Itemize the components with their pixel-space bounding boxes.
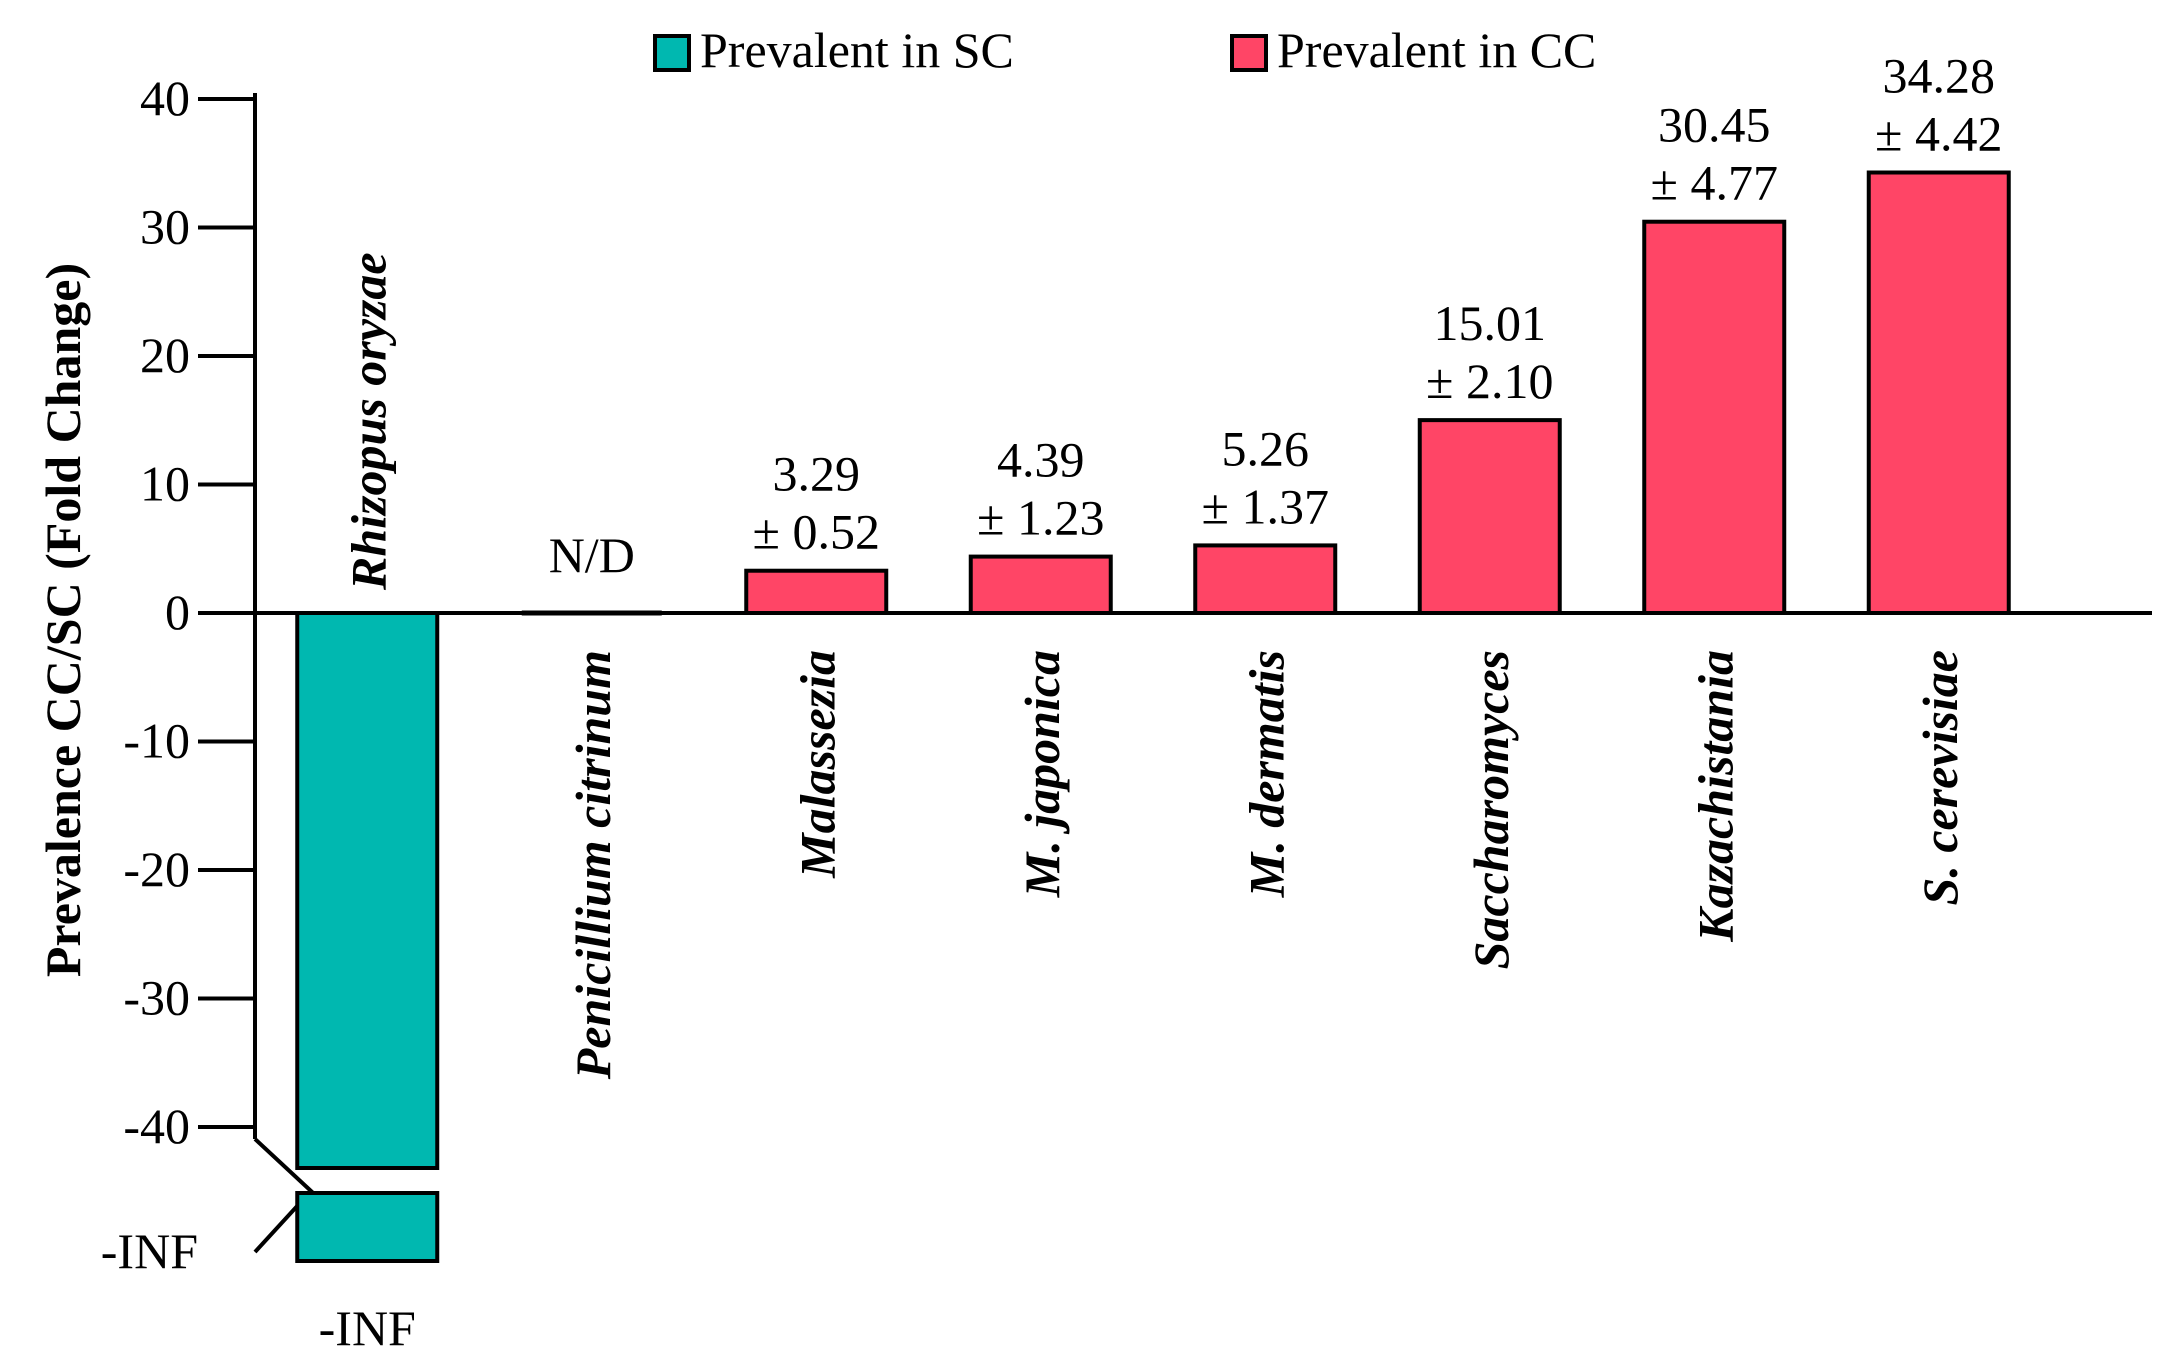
bar-error-label: ± 1.37 bbox=[1202, 478, 1329, 534]
y-tick-label: -30 bbox=[123, 970, 190, 1026]
bar-saccharomyces bbox=[1417, 418, 1562, 615]
bar-error-label: ± 4.77 bbox=[1651, 155, 1778, 211]
y-tick-label: -20 bbox=[123, 841, 190, 897]
bar-rhizopus-oryzae-lower bbox=[295, 1191, 440, 1263]
bar-error-label: ± 0.52 bbox=[753, 504, 880, 560]
bar-value-label: 30.45 bbox=[1658, 97, 1771, 153]
bar-error-label: ± 2.10 bbox=[1426, 353, 1553, 409]
y-tick-label: 20 bbox=[140, 327, 190, 383]
category-label: Kazachistania bbox=[1687, 650, 1743, 943]
legend-swatch-cc bbox=[1230, 34, 1268, 72]
bar-value-label: N/D bbox=[549, 527, 635, 583]
bar-value-label: -INF bbox=[319, 1300, 416, 1356]
legend-label-cc: Prevalent in CC bbox=[1277, 22, 1596, 78]
y-tick-label: 10 bbox=[140, 456, 190, 512]
category-label: Malassezia bbox=[789, 650, 845, 879]
bar-error-label: ± 1.23 bbox=[977, 490, 1104, 546]
legend-label-sc: Prevalent in SC bbox=[700, 22, 1014, 78]
bar-value-label: 3.29 bbox=[773, 446, 861, 502]
legend-swatch-sc bbox=[653, 34, 691, 72]
bar-m-japonica bbox=[968, 554, 1113, 615]
legend: Prevalent in SC Prevalent in CC bbox=[653, 22, 1596, 78]
category-label: M. japonica bbox=[1014, 650, 1070, 898]
category-label: M. dermatis bbox=[1238, 650, 1294, 898]
bar-value-label: 5.26 bbox=[1222, 420, 1310, 476]
category-label: Saccharomyces bbox=[1463, 650, 1519, 969]
y-tick-label: -10 bbox=[123, 713, 190, 769]
y-tick-label-inf: -INF bbox=[101, 1223, 198, 1279]
bar-value-label: 15.01 bbox=[1434, 295, 1547, 351]
y-tick-label: 40 bbox=[140, 70, 190, 126]
bar-m-dermatis bbox=[1193, 543, 1338, 615]
bar-s-cerevisiae bbox=[1866, 170, 2011, 615]
bar-value-label: 34.28 bbox=[1883, 48, 1996, 104]
bar-malassezia bbox=[744, 568, 889, 616]
y-tick-label: -40 bbox=[123, 1098, 190, 1154]
bar-rhizopus-oryzae-upper bbox=[295, 611, 440, 1170]
y-tick-label: 0 bbox=[165, 584, 190, 640]
category-label: S. cerevisiae bbox=[1912, 650, 1968, 905]
bar-error-label: ± 4.42 bbox=[1875, 106, 2002, 162]
bars: -INF Rhizopus oryzae N/D Penicillium citrin… bbox=[295, 48, 2011, 1356]
category-label: Penicillium citrinum bbox=[565, 650, 621, 1080]
bar-kazachistania bbox=[1642, 219, 1787, 615]
y-tick-label: 30 bbox=[140, 199, 190, 255]
bar-value-label: 4.39 bbox=[997, 432, 1085, 488]
y-axis-title: Prevalence CC/SC (Fold Change) bbox=[35, 263, 91, 977]
axes bbox=[198, 93, 2152, 1254]
category-label: Rhizopus oryzae bbox=[340, 252, 396, 591]
y-ticks: 40 30 20 10 0 -10 -20 -30 -40 -INF bbox=[101, 70, 255, 1279]
